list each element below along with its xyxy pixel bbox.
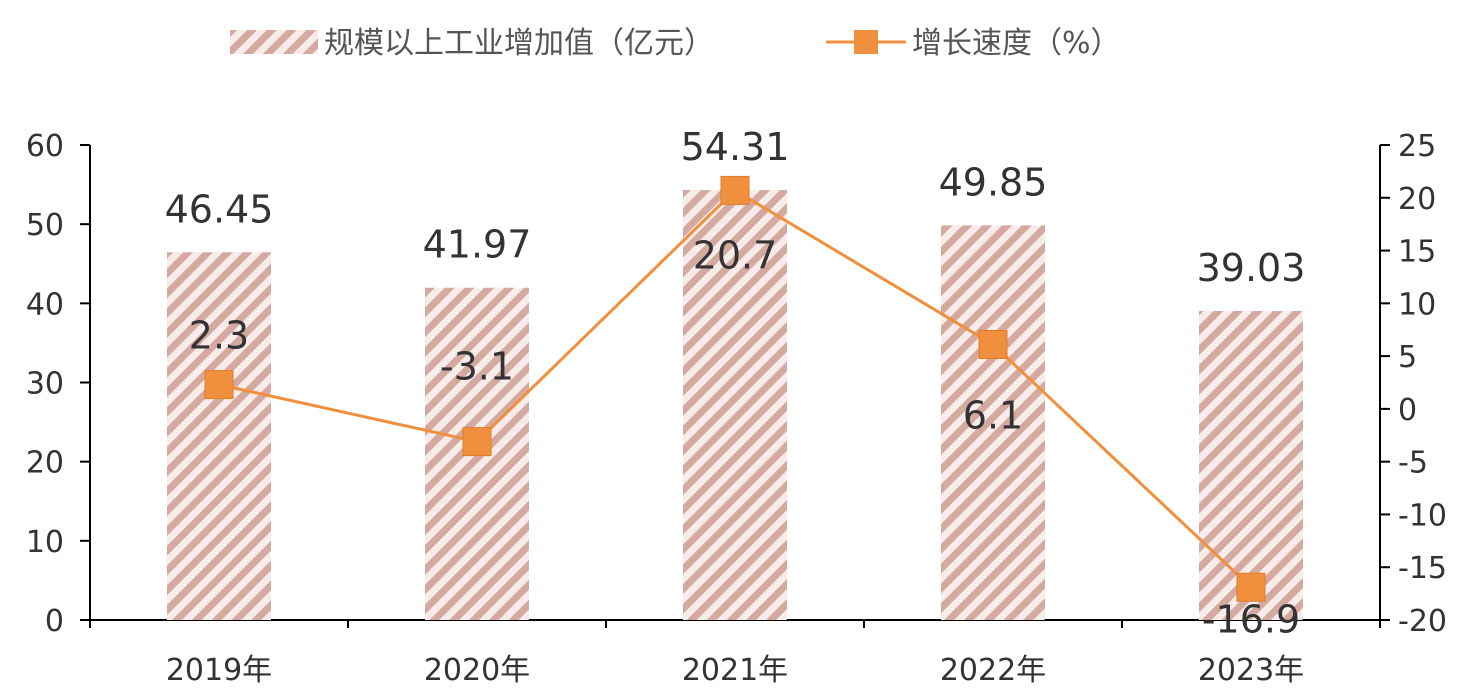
bar <box>941 225 1045 620</box>
left-tick-label: 20 <box>26 446 64 481</box>
x-tick-label: 2020年 <box>424 653 530 688</box>
line-marker <box>462 427 492 457</box>
right-tick-label: 15 <box>1398 235 1436 270</box>
legend-bar-label: 规模以上工业增加值（亿元） <box>324 26 714 61</box>
right-tick-label: 0 <box>1398 393 1417 428</box>
right-tick-label: 5 <box>1398 340 1417 375</box>
right-tick-label: 20 <box>1398 182 1436 217</box>
bar-value-label: 49.85 <box>939 160 1048 204</box>
bar-value-label: 41.97 <box>423 223 532 267</box>
bar <box>167 252 271 621</box>
x-tick-label: 2021年 <box>682 653 788 688</box>
right-tick-label: -10 <box>1398 498 1447 533</box>
line-marker <box>720 175 750 205</box>
line-value-label: 6.1 <box>963 394 1023 438</box>
data-labels: 46.45 41.97 54.31 49.85 39.03 2.3 -3.1 20.7 6.1 -… <box>165 125 1306 641</box>
bar-value-label: 54.31 <box>681 125 790 169</box>
line-marker <box>1236 572 1266 602</box>
line-marker <box>204 370 234 400</box>
x-tick-label: 2023年 <box>1198 653 1304 688</box>
legend-bar-swatch <box>230 30 318 54</box>
left-tick-label: 60 <box>26 129 64 164</box>
right-tick-label: -5 <box>1398 446 1428 481</box>
line-series <box>204 175 1266 602</box>
legend-line-label: 增长速度（%） <box>912 26 1121 61</box>
left-tick-label: 30 <box>26 367 64 402</box>
legend-marker-swatch <box>854 30 878 54</box>
x-tick-label: 2022年 <box>940 653 1046 688</box>
right-tick-label: 10 <box>1398 287 1436 322</box>
line-value-label: 20.7 <box>693 233 778 277</box>
line-value-label: 2.3 <box>189 314 249 358</box>
left-tick-label: 50 <box>26 208 64 243</box>
axes: 0 10 20 30 40 50 60 -20 -15 -10 -5 0 5 10 15 20 25 2019年 2… <box>26 129 1447 688</box>
line-value-label: -3.1 <box>440 345 514 389</box>
bar <box>683 190 787 620</box>
right-tick-label: -15 <box>1398 551 1447 586</box>
x-tick-label: 2019年 <box>166 653 272 688</box>
left-tick-label: 10 <box>26 525 64 560</box>
legend: 规模以上工业增加值（亿元） 增长速度（%） <box>230 26 1121 61</box>
left-tick-label: 0 <box>45 604 64 639</box>
left-tick-label: 40 <box>26 287 64 322</box>
right-tick-label: -20 <box>1398 604 1447 639</box>
bar-value-label: 39.03 <box>1197 246 1306 290</box>
right-tick-label: 25 <box>1398 129 1436 164</box>
line-value-label: -16.9 <box>1202 597 1300 641</box>
bar-value-label: 46.45 <box>165 187 274 231</box>
bar <box>1199 311 1303 620</box>
line-marker <box>978 330 1008 359</box>
